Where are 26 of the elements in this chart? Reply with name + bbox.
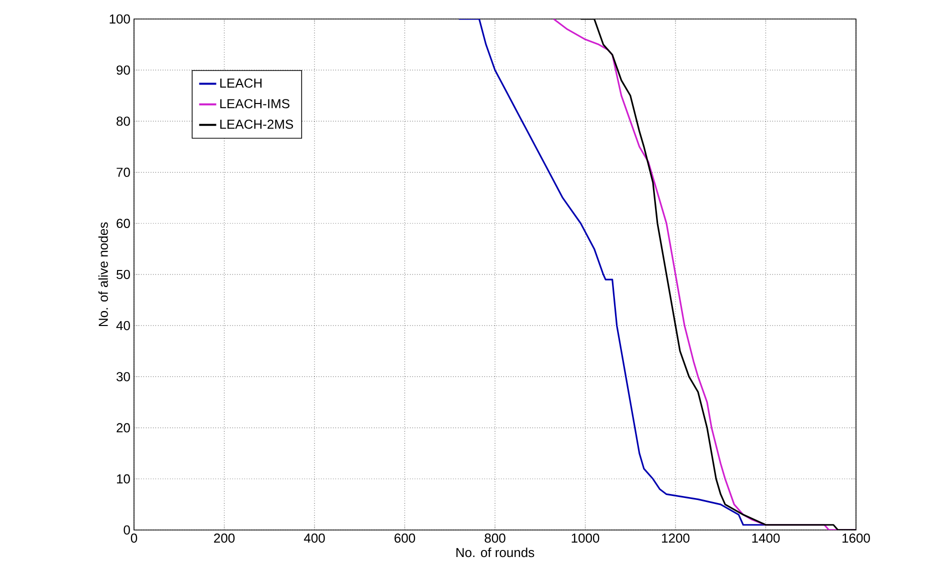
y-tick-label: 30 [116,372,130,382]
x-tick-label: 1600 [842,534,870,543]
x-tick-label: 400 [304,534,325,543]
x-tick-label: 600 [394,534,416,543]
y-tick-label: 80 [116,116,130,126]
x-tick-label: 200 [214,534,235,543]
x-tick-label: 1000 [572,534,600,543]
y-axis-title: No. of alive nodes [98,222,108,326]
x-tick-label: 1200 [662,534,690,543]
x-axis-title: No. of rounds [456,548,534,558]
y-tick-label: 0 [124,525,130,535]
x-tick-label: 800 [484,534,506,543]
x-tick-label: 0 [130,534,138,543]
y-tick-label: 50 [116,270,130,280]
y-tick-label: 100 [110,14,130,24]
y-tick-label: 70 [116,168,130,177]
line-series [458,18,767,526]
x-tick-label: 1400 [752,534,780,543]
legend-label: LEACH [220,78,262,88]
y-tick-label: 60 [116,218,130,228]
legend-label: LEACH-2MS [220,120,294,129]
y-tick-label: 40 [116,320,130,330]
y-tick-label: 90 [116,65,130,75]
y-tick-label: 20 [116,423,130,432]
y-tick-label: 10 [117,474,130,484]
legend-label: LEACH-IMS [220,99,290,108]
